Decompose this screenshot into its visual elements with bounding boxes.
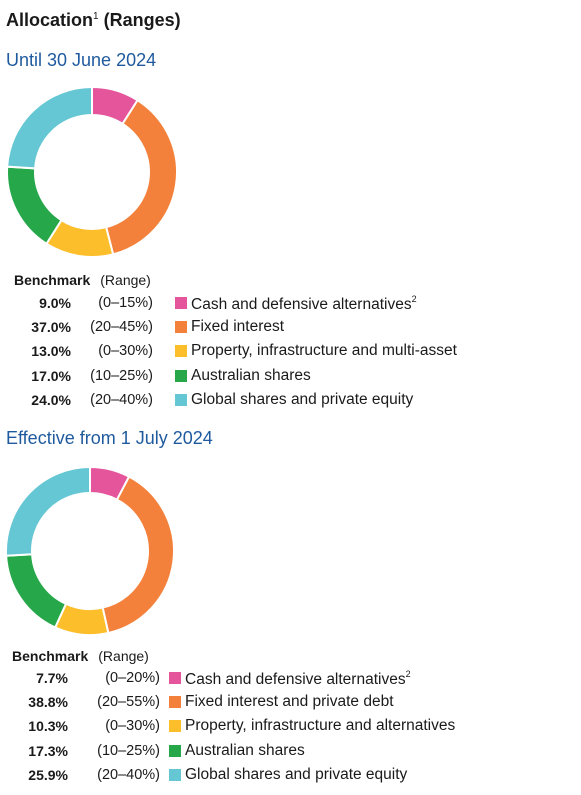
range-value: (0–30%) xyxy=(98,343,153,360)
chart-2-title: Effective from 1 July 2024 xyxy=(6,428,213,448)
donut-slice-2-5 xyxy=(5,465,91,557)
title-footnote: 1 xyxy=(93,11,99,22)
range-value: (0–30%) xyxy=(105,718,160,735)
legend-swatch xyxy=(169,744,181,757)
chart-1-title: Until 30 June 2024 xyxy=(6,50,157,70)
title-suffix: (Ranges) xyxy=(103,10,181,30)
range-value: (0–15%) xyxy=(98,295,153,311)
legend-footnote: 2 xyxy=(405,669,411,679)
benchmark-label: Benchmark xyxy=(14,272,91,288)
range-value: (0–20%) xyxy=(105,670,160,686)
legend-swatch xyxy=(175,369,187,382)
legend-label: Cash and defensive alternatives2 xyxy=(191,294,417,313)
benchmark-header-1: Benchmark (Range) xyxy=(14,272,151,288)
benchmark-label: Benchmark xyxy=(12,648,89,664)
legend-footnote: 2 xyxy=(411,294,417,304)
legend-label: Property, infrastructure and multi-asset xyxy=(191,342,457,360)
range-label: (Range) xyxy=(98,648,149,664)
benchmark-value: 7.7% xyxy=(36,670,68,686)
range-label: (Range) xyxy=(100,272,151,288)
legend-label: Fixed interest xyxy=(191,318,285,336)
range-value: (10–25%) xyxy=(90,367,153,384)
range-value: (20–45%) xyxy=(90,319,153,336)
range-value: (20–40%) xyxy=(97,766,160,783)
legend-label: Australian shares xyxy=(191,366,311,384)
donut-chart-1 xyxy=(6,85,178,258)
benchmark-value: 10.3% xyxy=(28,718,68,735)
legend-swatch xyxy=(169,672,181,684)
range-value: (20–40%) xyxy=(90,391,153,408)
benchmark-value: 13.0% xyxy=(31,343,71,360)
donut-slice-2-2 xyxy=(101,475,175,635)
legend-swatch xyxy=(169,696,181,709)
page-title: Allocation1 (Ranges) xyxy=(6,10,181,30)
benchmark-value: 9.0% xyxy=(39,295,71,311)
benchmark-value: 17.0% xyxy=(31,367,71,384)
legend-label: Cash and defensive alternatives2 xyxy=(185,669,411,688)
benchmark-value: 25.9% xyxy=(28,766,68,783)
benchmark-value: 17.3% xyxy=(28,742,68,759)
benchmark-header-2: Benchmark (Range) xyxy=(12,648,149,664)
donut-slice-1-5 xyxy=(6,85,93,170)
legend-label: Australian shares xyxy=(185,741,305,759)
legend-swatch xyxy=(175,297,187,309)
legend-label: Fixed interest and private debt xyxy=(185,693,394,711)
donut-chart-2 xyxy=(5,465,175,636)
legend-label: Global shares and private equity xyxy=(191,390,414,408)
benchmark-value: 24.0% xyxy=(31,391,71,408)
legend-label: Property, infrastructure and alternative… xyxy=(185,717,456,735)
range-value: (10–25%) xyxy=(97,742,160,759)
benchmark-value: 37.0% xyxy=(31,319,71,336)
donut-slice-2-4 xyxy=(5,553,68,629)
donut-slice-1-4 xyxy=(6,165,63,246)
legend-swatch xyxy=(175,321,187,334)
legend-swatch xyxy=(169,768,181,781)
legend-swatch xyxy=(175,345,187,358)
legend-swatch xyxy=(175,393,187,406)
legend-label: Global shares and private equity xyxy=(185,765,408,783)
donut-slice-1-2 xyxy=(104,98,178,256)
range-value: (20–55%) xyxy=(97,694,160,711)
benchmark-value: 38.8% xyxy=(28,694,68,711)
legend-swatch xyxy=(169,720,181,733)
